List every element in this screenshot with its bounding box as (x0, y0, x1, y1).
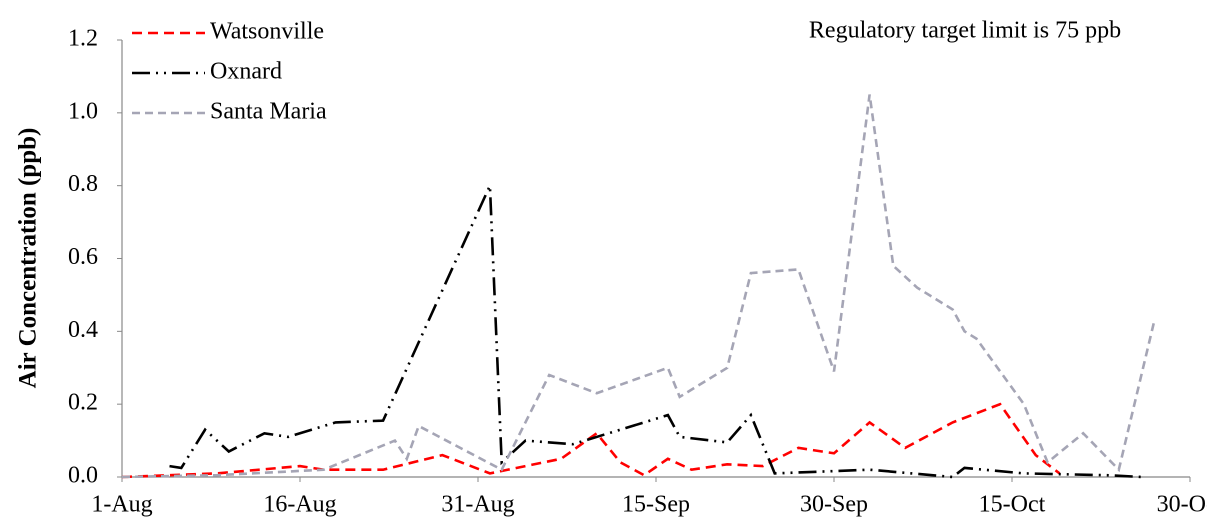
x-tick-label: 15-Sep (622, 492, 690, 518)
legend-label: Watsonville (210, 19, 324, 45)
y-axis-label: Air Concentration (ppb) (15, 128, 42, 389)
series-line (121, 402, 1061, 479)
x-tick-label: 15-Oct (979, 492, 1046, 518)
y-tick-label: 0.0 (68, 463, 98, 489)
x-tick-label: 30-Oct (1157, 492, 1207, 518)
series-line (169, 185, 1143, 479)
y-tick-label: 1.0 (68, 98, 98, 124)
x-tick-label: 16-Aug (263, 492, 336, 518)
x-tick-label: 31-Aug (441, 492, 514, 518)
y-tick-label: 0.2 (68, 390, 98, 416)
y-tick-label: 0.6 (68, 244, 98, 270)
legend-label: Santa Maria (210, 99, 327, 125)
y-tick-label: 1.2 (68, 26, 98, 52)
x-tick-label: 30-Sep (800, 492, 868, 518)
y-tick-label: 0.4 (68, 317, 98, 343)
legend-label: Oxnard (210, 59, 282, 85)
annotation: Regulatory target limit is 75 ppb (809, 18, 1121, 44)
series-line (121, 94, 1156, 479)
y-tick-label: 0.8 (68, 171, 98, 197)
x-tick-label: 1-Aug (91, 492, 152, 518)
